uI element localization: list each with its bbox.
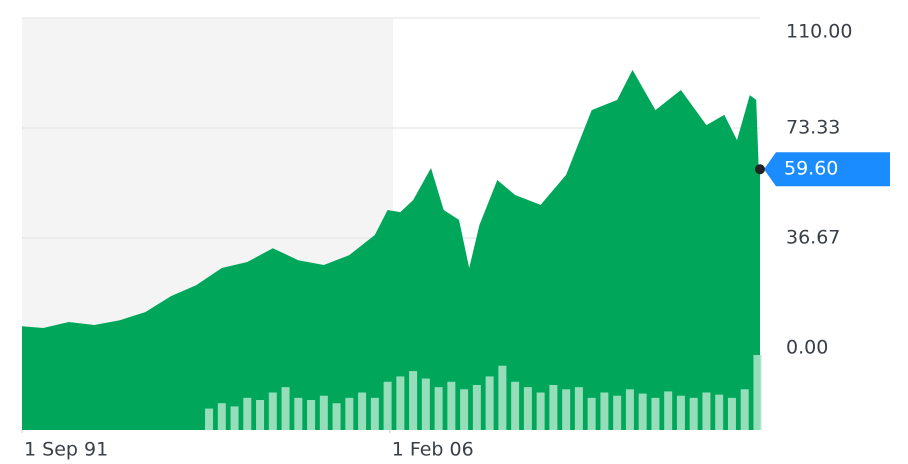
volume-bar <box>651 397 660 430</box>
volume-bar <box>613 395 622 430</box>
volume-bar <box>587 397 596 430</box>
volume-bar <box>358 392 367 430</box>
y-tick-label: 0.00 <box>786 337 828 359</box>
volume-bar <box>268 392 277 430</box>
price-badge <box>764 152 890 187</box>
volume-bar <box>332 403 341 430</box>
x-tick-label: 1 Sep 91 <box>24 439 108 461</box>
volume-bar <box>243 397 252 430</box>
volume-bar <box>421 378 430 430</box>
volume-bar <box>434 387 443 430</box>
volume-bar <box>740 389 749 430</box>
volume-bar <box>307 400 316 430</box>
volume-bar <box>753 355 762 430</box>
volume-bar <box>536 392 545 430</box>
volume-bar <box>256 400 265 430</box>
price-dot <box>755 164 765 175</box>
volume-bar <box>294 397 303 430</box>
volume-bar <box>549 385 558 430</box>
volume-bar <box>319 395 328 430</box>
price-area <box>22 69 760 431</box>
volume-bar <box>511 381 520 430</box>
volume-bar <box>523 387 532 430</box>
volume-bar <box>664 391 673 430</box>
y-tick-label: 73.33 <box>786 117 840 139</box>
price-label: 59.60 <box>784 158 838 180</box>
volume-bar <box>383 381 392 430</box>
volume-bar <box>600 392 609 430</box>
volume-bar <box>638 393 647 430</box>
volume-bar <box>447 381 456 430</box>
y-tick-label: 36.67 <box>786 227 840 249</box>
volume-bar <box>562 389 571 430</box>
volume-bar <box>715 394 724 430</box>
volume-bar <box>472 385 481 430</box>
volume-bar <box>498 365 507 430</box>
volume-bar <box>574 387 583 430</box>
volume-bar <box>396 376 405 430</box>
volume-bar <box>625 389 634 430</box>
x-tick-label: 1 Feb 06 <box>392 439 474 461</box>
volume-bar <box>281 387 290 430</box>
volume-bar <box>689 397 698 430</box>
volume-bar <box>676 395 685 430</box>
volume-bar <box>409 371 418 430</box>
volume-bar <box>460 389 469 430</box>
volume-bar <box>702 392 711 430</box>
y-tick-label: 110.00 <box>786 21 852 43</box>
volume-bar <box>217 403 226 430</box>
volume-bar <box>230 406 239 430</box>
volume-bar <box>205 408 214 430</box>
volume-bar <box>370 397 379 430</box>
volume-bar <box>485 376 494 430</box>
volume-bar <box>345 397 354 430</box>
volume-bar <box>727 397 736 430</box>
